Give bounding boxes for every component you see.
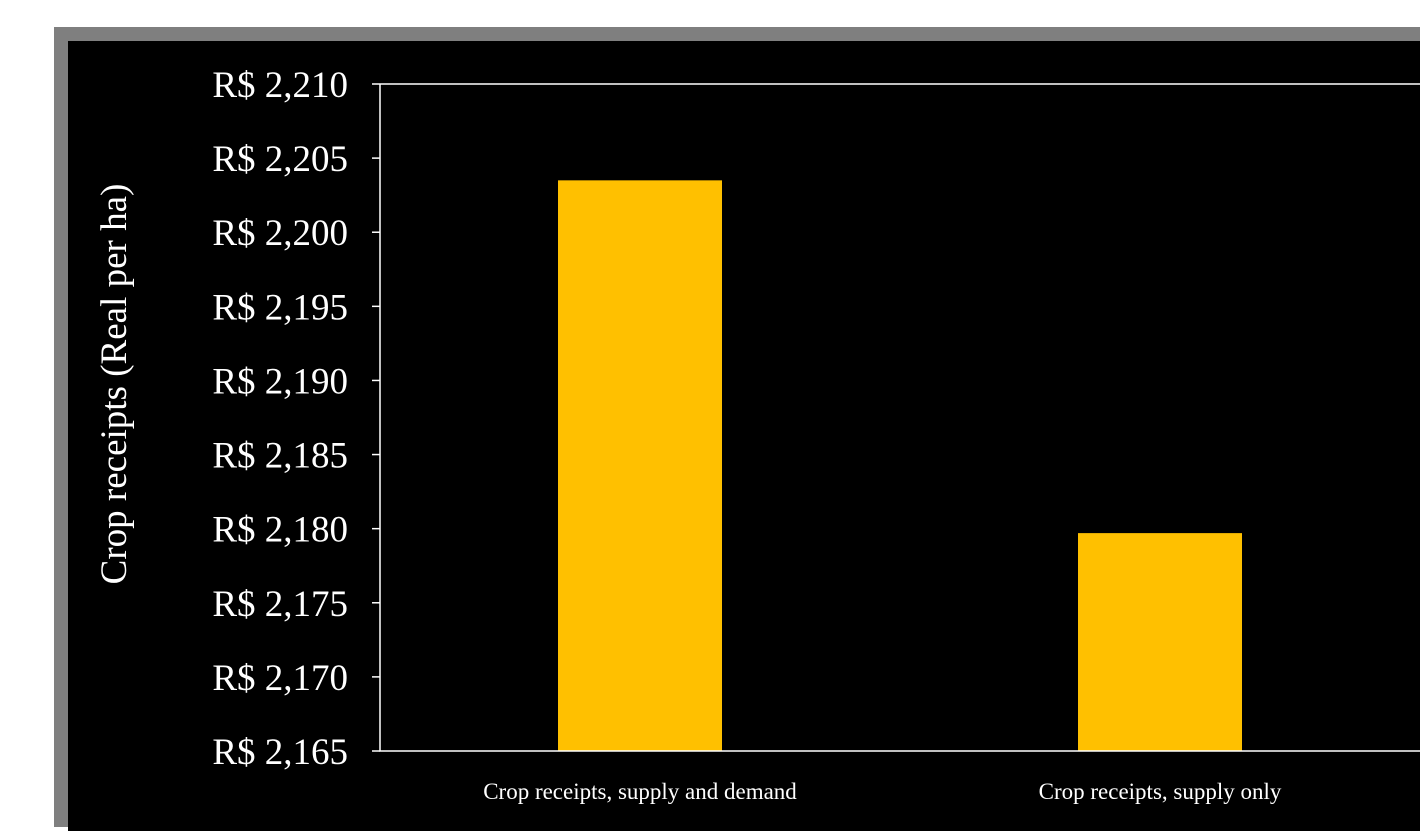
y-tick-label: R$ 2,175: [212, 584, 348, 625]
y-axis-title: Crop receipts (Real per ha): [94, 184, 135, 585]
bar: [1078, 533, 1242, 751]
x-category-label: Crop receipts, supply only: [1039, 779, 1282, 804]
y-tick-label: R$ 2,180: [212, 510, 348, 551]
bar: [558, 180, 722, 751]
x-category-label: Crop receipts, supply and demand: [483, 779, 797, 804]
y-tick-label: R$ 2,200: [212, 213, 348, 254]
plot-axes: [379, 83, 1420, 752]
y-tick-label: R$ 2,210: [212, 65, 348, 106]
y-tick-label: R$ 2,165: [212, 732, 348, 773]
y-tick-label: R$ 2,185: [212, 436, 348, 477]
y-tick-label: R$ 2,170: [212, 658, 348, 699]
bars: [558, 180, 1242, 751]
y-tick-label: R$ 2,205: [212, 139, 348, 180]
y-tick-label: R$ 2,195: [212, 287, 348, 328]
y-tick-label: R$ 2,190: [212, 361, 348, 402]
y-axis-ticks: R$ 2,210 R$ 2,205 R$ 2,200 R$ 2,195 R$ 2,190…: [212, 65, 380, 773]
x-axis-category-labels: Crop receipts, supply and demand Crop rec…: [483, 779, 1282, 804]
chart-frame: [54, 27, 1420, 831]
axes: [379, 83, 1420, 752]
